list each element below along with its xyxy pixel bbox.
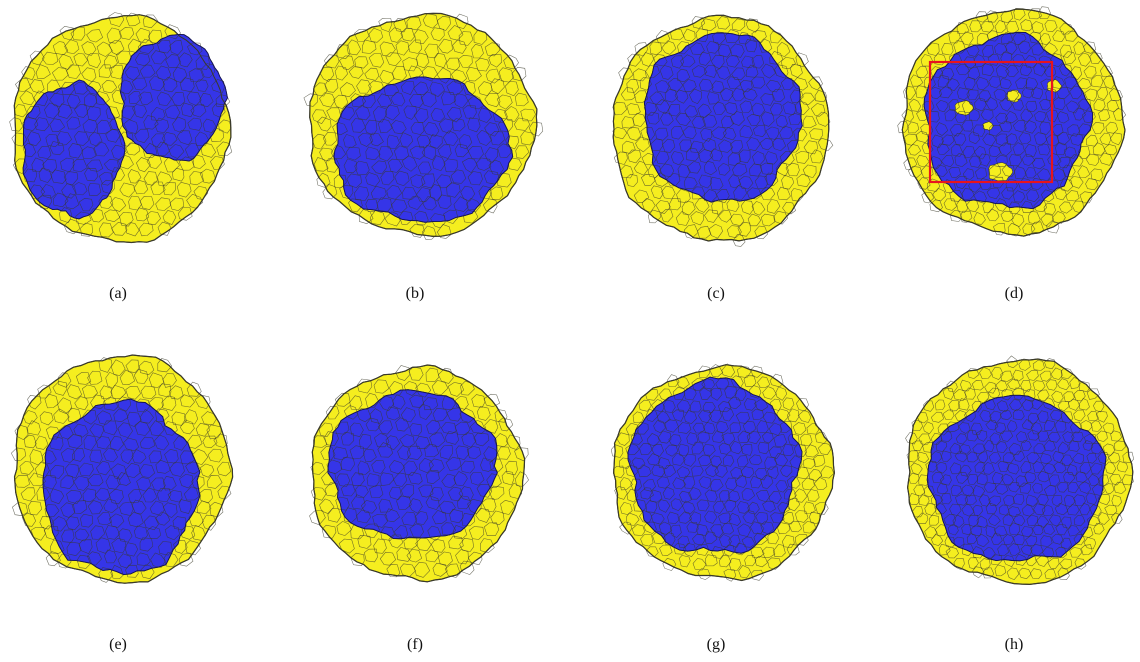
- inner-boundary: [627, 376, 803, 554]
- aggregate-a: [9, 12, 233, 244]
- caption-c: (c): [707, 285, 725, 302]
- outer-boundary: [13, 14, 232, 244]
- inner-boundary: [327, 389, 498, 540]
- aggregate-e: [10, 354, 234, 584]
- caption-a: (a): [109, 285, 127, 302]
- inner-boundary: [333, 76, 514, 223]
- cell-texture: [10, 357, 232, 583]
- outer-boundary: [612, 14, 830, 242]
- aggregate-b: [303, 12, 544, 240]
- panel-c: [606, 12, 834, 247]
- caption-h: (h): [1004, 636, 1024, 653]
- panel-g: [606, 360, 838, 586]
- cell-texture: [303, 13, 544, 240]
- outer-boundary: [309, 12, 538, 237]
- cell-texture: [905, 355, 1134, 581]
- inner-boundary: [926, 394, 1107, 562]
- panel-a: [6, 8, 233, 244]
- inner-boundary: [120, 33, 228, 162]
- cell-texture: [897, 6, 1127, 237]
- outer-boundary: [613, 364, 835, 582]
- panel-h: [900, 354, 1138, 592]
- inner-boundary: [643, 32, 803, 203]
- aggregate-g: [611, 363, 836, 582]
- aggregate-c: [612, 14, 834, 247]
- caption-f: (f): [407, 636, 423, 653]
- outer-boundary: [311, 364, 526, 583]
- aggregate-h: [905, 355, 1134, 586]
- caption-e: (e): [109, 636, 127, 653]
- caption-b: (b): [405, 285, 425, 302]
- inner-boundary: [42, 398, 201, 576]
- aggregate-f: [309, 364, 529, 583]
- panel-e: [6, 352, 238, 586]
- panel-f: [304, 362, 530, 584]
- inner-boundary: [923, 31, 1094, 210]
- panel-b: [303, 10, 544, 240]
- cell-texture: [612, 15, 834, 247]
- highlight-box: [928, 60, 1054, 184]
- caption-g: (g): [706, 636, 726, 653]
- cell-texture: [9, 12, 233, 238]
- outer-boundary: [901, 8, 1126, 237]
- inner-boundary: [22, 79, 126, 220]
- cell-texture: [611, 363, 835, 582]
- panel-d: [896, 4, 1128, 237]
- aggregate-d: [897, 6, 1127, 237]
- caption-d: (d): [1004, 285, 1024, 302]
- outer-boundary: [13, 354, 234, 584]
- outer-boundary: [907, 358, 1134, 585]
